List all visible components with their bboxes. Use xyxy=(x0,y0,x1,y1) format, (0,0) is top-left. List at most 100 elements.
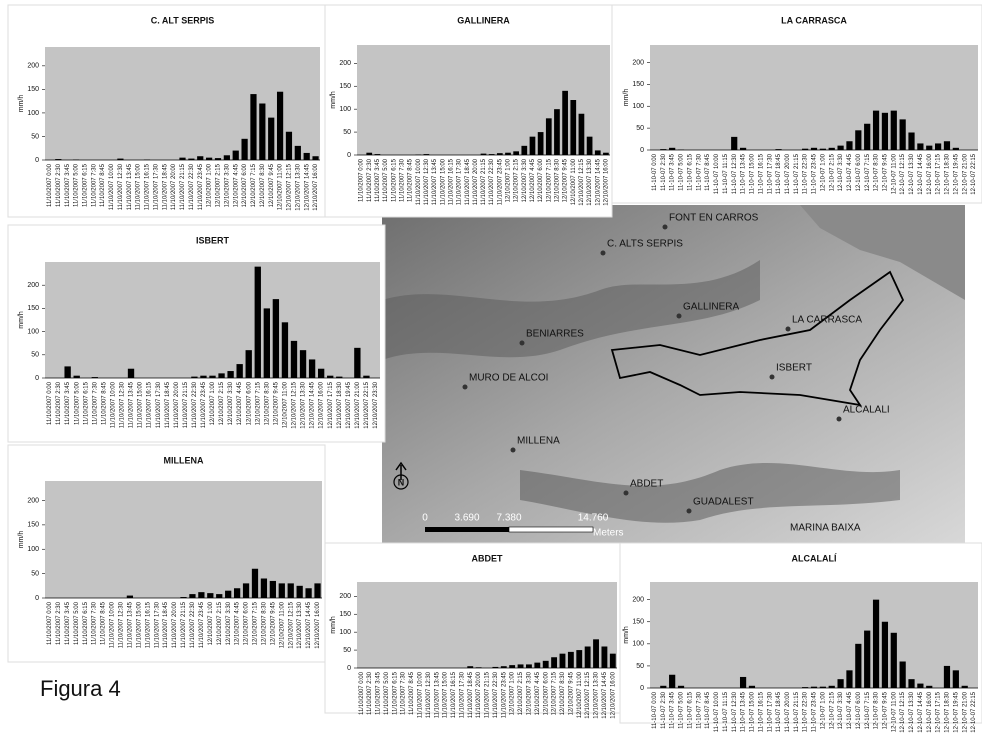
bar xyxy=(837,679,844,688)
x-tick-label: 11/10/2007 7:30 xyxy=(92,601,98,645)
x-tick-label: 11/10/2007 12:30 xyxy=(426,671,432,718)
x-tick-label: 12/10/2007 12:15 xyxy=(579,158,585,205)
x-tick-label: 12/10/2007 1:00 xyxy=(506,158,512,202)
x-tick-label: 11/10/2007 23:45 xyxy=(199,601,205,648)
x-tick-label: 12/10/2007 14:45 xyxy=(602,671,608,718)
bar xyxy=(218,373,225,378)
x-tick-label: 11/10/2007 7:30 xyxy=(399,158,405,202)
x-tick-label: 11/10/2007 12:30 xyxy=(120,381,126,428)
x-tick-label: 12-10-07 4:45 xyxy=(847,691,853,729)
y-tick-label: 100 xyxy=(339,106,351,113)
bar xyxy=(285,131,293,160)
x-tick-label: 12/10/2007 11:00 xyxy=(571,158,577,205)
bar xyxy=(314,583,321,598)
bar xyxy=(529,136,536,155)
map: N Meters xyxy=(382,205,965,545)
place-label: C. ALTS SERPIS xyxy=(607,239,683,250)
bar xyxy=(500,666,507,668)
x-tick-label: 12-10-07 18:30 xyxy=(945,691,951,732)
bar xyxy=(207,593,214,598)
x-tick-label: 12/10/2007 9:45 xyxy=(270,601,276,645)
x-tick-label: 12-10-07 17:15 xyxy=(936,153,942,194)
x-tick-label: 11/10/2007 3:45 xyxy=(65,163,71,207)
x-tick-label: 12/10/2007 3:30 xyxy=(522,158,528,202)
x-tick-label: 11/10/2007 22:30 xyxy=(489,158,495,205)
y-tick-label: 0 xyxy=(347,665,351,672)
place-dot xyxy=(769,374,775,380)
bar xyxy=(926,685,933,688)
x-tick-label: 12-10-07 13:30 xyxy=(909,691,915,732)
x-tick-label: 11/10/2007 0:00 xyxy=(359,671,365,715)
x-tick-label: 11/10/2007 13:45 xyxy=(127,163,133,210)
x-tick-label: 11/10/2007 17:30 xyxy=(459,671,465,718)
bar xyxy=(517,664,524,668)
x-tick-label: 12-10-07 8:30 xyxy=(874,691,880,729)
x-tick-label: 11/10/2007 13:45 xyxy=(127,601,133,648)
bar xyxy=(126,595,134,598)
place-label: ABDET xyxy=(630,479,663,490)
bar xyxy=(864,123,871,150)
x-tick-label: 11/10/2007 18:45 xyxy=(468,671,474,718)
x-tick-label: 11-10-07 17:30 xyxy=(767,691,773,732)
x-tick-label: 11-10-07 2:30 xyxy=(661,153,667,191)
x-tick-label: 12/10/2007 2:15 xyxy=(216,163,222,207)
x-tick-label: 11/10/2007 5:00 xyxy=(74,163,80,207)
x-tick-label: 11/10/2007 21:15 xyxy=(180,163,186,210)
x-tick-label: 12/10/2007 9:45 xyxy=(568,671,574,715)
bar xyxy=(748,685,756,688)
bar xyxy=(263,308,270,378)
x-tick-label: 11-10-07 0:00 xyxy=(652,153,658,191)
bar xyxy=(846,141,853,150)
bar xyxy=(559,653,566,668)
x-tick-label: 12-10-07 18:30 xyxy=(945,153,951,194)
x-tick-label: 11/10/2007 6:15 xyxy=(392,671,398,715)
x-tick-label: 11-10-07 13:45 xyxy=(741,691,747,732)
y-tick-label: 0 xyxy=(35,375,39,382)
bar xyxy=(739,147,747,150)
place-label: GUADALEST xyxy=(693,497,754,508)
x-tick-label: 12-10-07 13:30 xyxy=(909,153,915,194)
x-tick-label: 11/10/2007 17:30 xyxy=(154,601,160,648)
x-tick-label: 11-10-07 3:45 xyxy=(670,691,676,729)
chart-panel: C. ALT SERPIS mm/h 0 50 100 150 200 11/10/2007 … xyxy=(7,4,326,218)
x-tick-label: 11/10/2007 23:45 xyxy=(497,158,503,205)
chart-title: ABDET xyxy=(472,553,504,563)
x-tick-label: 11/10/2007 12:30 xyxy=(118,163,124,210)
y-tick-label: 150 xyxy=(339,83,351,90)
x-tick-label: 12/10/2007 8:30 xyxy=(264,381,270,425)
place-dot xyxy=(623,490,629,496)
bar xyxy=(837,145,844,150)
y-tick-label: 100 xyxy=(632,641,644,648)
x-tick-label: 12-10-07 21:00 xyxy=(962,691,968,732)
x-tick-label: 11-10-07 22:30 xyxy=(803,153,809,194)
bar xyxy=(908,679,915,688)
plot-area xyxy=(45,481,322,598)
x-tick-label: 12/10/2007 3:30 xyxy=(527,671,533,715)
x-tick-label: 11-10-07 5:00 xyxy=(679,691,685,729)
y-tick-label: 50 xyxy=(31,570,39,577)
x-tick-label: 12/10/2007 2:15 xyxy=(514,158,520,202)
x-tick-label: 11/10/2007 8:45 xyxy=(101,601,107,645)
x-tick-label: 11-10-07 5:00 xyxy=(679,153,685,191)
bar xyxy=(609,653,616,668)
bar xyxy=(505,152,511,155)
bar xyxy=(594,150,601,155)
x-tick-label: 12-10-07 12:15 xyxy=(900,691,906,732)
x-tick-label: 12/10/2007 7:15 xyxy=(255,381,261,425)
scale-bar xyxy=(508,526,594,533)
x-tick-label: 12/10/2007 11:00 xyxy=(279,601,285,648)
chart-title: LA CARRASCA xyxy=(781,15,847,25)
x-tick-label: 12/10/2007 7:15 xyxy=(251,163,257,207)
bar xyxy=(570,100,577,155)
chart-title: GALLINERA xyxy=(457,15,510,25)
bar xyxy=(855,130,862,150)
x-tick-label: 12-10-07 11:00 xyxy=(891,691,897,732)
x-tick-label: 11/10/2007 23:45 xyxy=(201,381,207,428)
bar xyxy=(819,686,826,688)
bar xyxy=(233,588,241,598)
bar xyxy=(660,149,667,150)
y-tick-label: 100 xyxy=(27,328,39,335)
bar xyxy=(290,340,298,378)
x-tick-label: 12/10/2007 3:30 xyxy=(228,381,234,425)
